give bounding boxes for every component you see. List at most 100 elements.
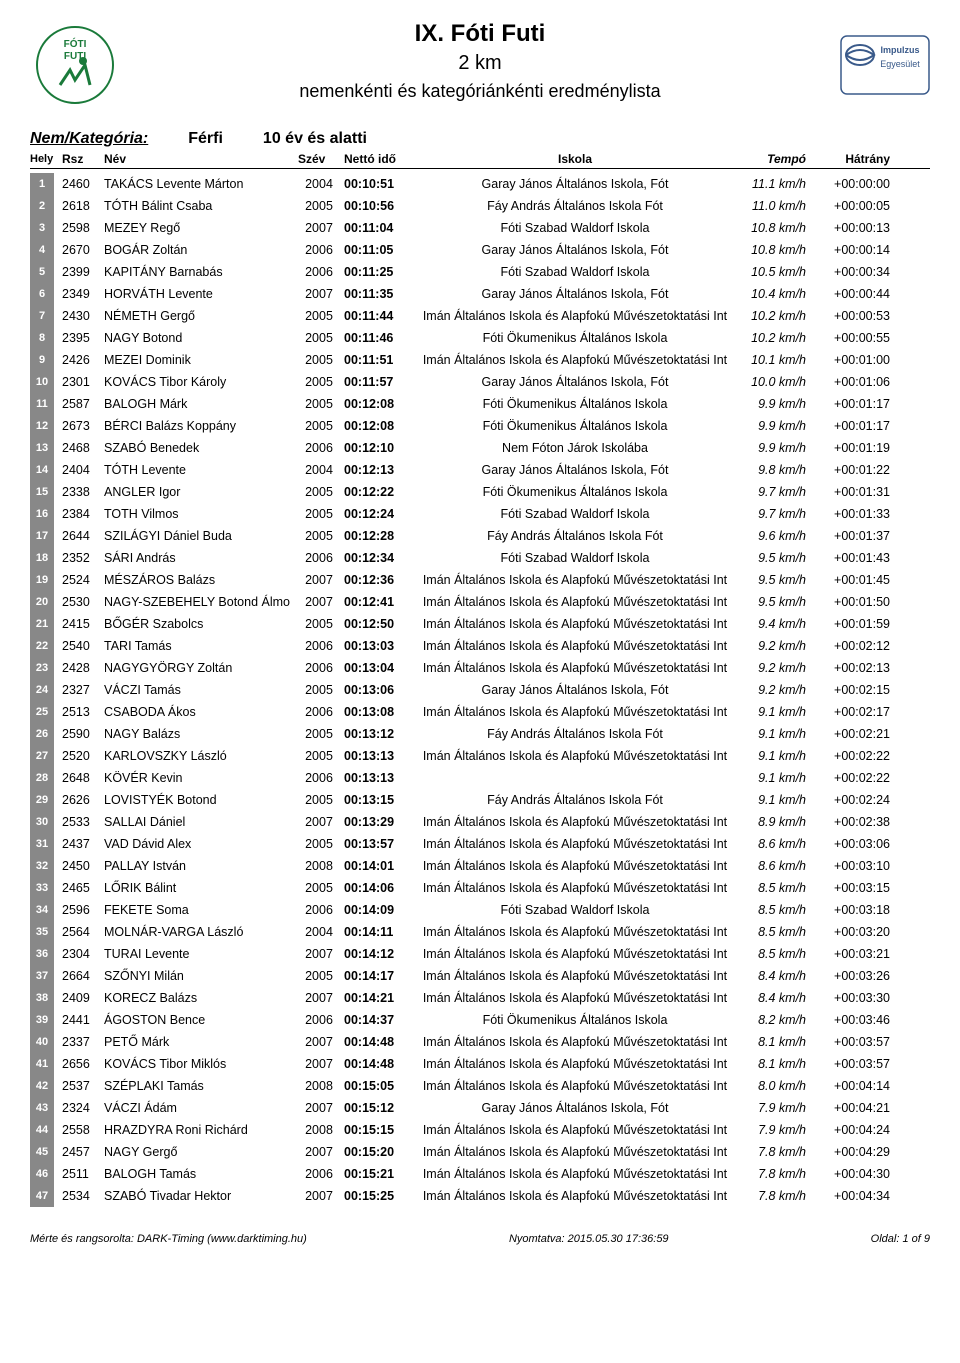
- table-row: 252513CSABODA Ákos200600:13:08Imán Által…: [30, 701, 930, 723]
- cell-school: Imán Általános Iskola és Alapfokú Művész…: [420, 834, 730, 854]
- table-row: 282648KÖVÉR Kevin200600:13:139.1 km/h+00…: [30, 767, 930, 789]
- cell-name: KORECZ Balázs: [104, 988, 294, 1008]
- place-badge: 47: [30, 1185, 54, 1207]
- cell-tempo: 9.7 km/h: [734, 504, 806, 524]
- footer-left: Mérte és rangsorolta: DARK-Timing (www.d…: [30, 1233, 307, 1245]
- table-row: 372664SZŐNYI Milán200500:14:17Imán Által…: [30, 965, 930, 987]
- cell-year: 2006: [298, 548, 340, 568]
- cell-name: SZÉPLAKI Tamás: [104, 1076, 294, 1096]
- table-row: 182352SÁRI András200600:12:34Fóti Szabad…: [30, 547, 930, 569]
- table-row: 42670BOGÁR Zoltán200600:11:05Garay János…: [30, 239, 930, 261]
- cell-school: Fáy András Általános Iskola Fót: [420, 790, 730, 810]
- cell-rsz: 2664: [62, 966, 100, 986]
- cell-time: 00:14:48: [344, 1054, 416, 1074]
- cell-gap: +00:02:24: [810, 790, 890, 810]
- cell-tempo: 10.1 km/h: [734, 350, 806, 370]
- place-badge: 3: [30, 217, 54, 239]
- cell-name: BALOGH Márk: [104, 394, 294, 414]
- cell-name: TOTH Vilmos: [104, 504, 294, 524]
- cell-tempo: 7.8 km/h: [734, 1186, 806, 1206]
- cell-time: 00:12:50: [344, 614, 416, 634]
- category-gender: Férfi: [188, 130, 223, 148]
- cell-school: Fóti Ökumenikus Általános Iskola: [420, 416, 730, 436]
- table-row: 392441ÁGOSTON Bence200600:14:37Fóti Ökum…: [30, 1009, 930, 1031]
- cell-rsz: 2540: [62, 636, 100, 656]
- cell-gap: +00:01:17: [810, 416, 890, 436]
- cell-gap: +00:01:50: [810, 592, 890, 612]
- table-row: 342596FEKETE Soma200600:14:09Fóti Szabad…: [30, 899, 930, 921]
- cell-year: 2005: [298, 482, 340, 502]
- cell-time: 00:15:21: [344, 1164, 416, 1184]
- cell-gap: +00:02:21: [810, 724, 890, 744]
- cell-year: 2006: [298, 900, 340, 920]
- cell-year: 2005: [298, 328, 340, 348]
- cell-gap: +00:03:15: [810, 878, 890, 898]
- cell-tempo: 9.2 km/h: [734, 680, 806, 700]
- cell-name: HORVÁTH Levente: [104, 284, 294, 304]
- cell-school: Imán Általános Iskola és Alapfokú Művész…: [420, 812, 730, 832]
- cell-rsz: 2430: [62, 306, 100, 326]
- cell-school: Garay János Általános Iskola, Fót: [420, 284, 730, 304]
- cell-time: 00:13:08: [344, 702, 416, 722]
- cell-name: KOVÁCS Tibor Károly: [104, 372, 294, 392]
- cell-name: NAGY Balázs: [104, 724, 294, 744]
- place-badge: 34: [30, 899, 54, 921]
- cell-tempo: 7.9 km/h: [734, 1120, 806, 1140]
- cell-time: 00:13:57: [344, 834, 416, 854]
- cell-time: 00:13:04: [344, 658, 416, 678]
- cell-school: Fáy András Általános Iskola Fót: [420, 526, 730, 546]
- cell-name: PETŐ Márk: [104, 1032, 294, 1052]
- place-badge: 31: [30, 833, 54, 855]
- cell-rsz: 2437: [62, 834, 100, 854]
- cell-gap: +00:02:22: [810, 768, 890, 788]
- cell-gap: +00:02:17: [810, 702, 890, 722]
- cell-school: Fóti Ökumenikus Általános Iskola: [420, 328, 730, 348]
- cell-year: 2007: [298, 812, 340, 832]
- table-row: 232428NAGYGYÖRGY Zoltán200600:13:04Imán …: [30, 657, 930, 679]
- cell-name: HRAZDYRA Roni Richárd: [104, 1120, 294, 1140]
- cell-year: 2007: [298, 944, 340, 964]
- table-row: 422537SZÉPLAKI Tamás200800:15:05Imán Ált…: [30, 1075, 930, 1097]
- event-title: IX. Fóti Futi: [120, 20, 840, 48]
- cell-gap: +00:03:06: [810, 834, 890, 854]
- cell-tempo: 9.1 km/h: [734, 768, 806, 788]
- place-badge: 39: [30, 1009, 54, 1031]
- place-badge: 21: [30, 613, 54, 635]
- place-badge: 20: [30, 591, 54, 613]
- cell-school: Imán Általános Iskola és Alapfokú Művész…: [420, 922, 730, 942]
- cell-school: Fóti Szabad Waldorf Iskola: [420, 504, 730, 524]
- cell-rsz: 2404: [62, 460, 100, 480]
- cell-tempo: 9.9 km/h: [734, 394, 806, 414]
- col-tempo: Tempó: [734, 152, 806, 166]
- cell-year: 2006: [298, 658, 340, 678]
- cell-rsz: 2524: [62, 570, 100, 590]
- cell-tempo: 11.0 km/h: [734, 196, 806, 216]
- cell-tempo: 8.5 km/h: [734, 878, 806, 898]
- cell-rsz: 2533: [62, 812, 100, 832]
- cell-name: VAD Dávid Alex: [104, 834, 294, 854]
- cell-gap: +00:01:33: [810, 504, 890, 524]
- cell-school: Garay János Általános Iskola, Fót: [420, 174, 730, 194]
- cell-tempo: 9.4 km/h: [734, 614, 806, 634]
- cell-rsz: 2626: [62, 790, 100, 810]
- cell-gap: +00:02:13: [810, 658, 890, 678]
- cell-name: LOVISTYÉK Botond: [104, 790, 294, 810]
- table-row: 322450PALLAY István200800:14:01Imán Álta…: [30, 855, 930, 877]
- cell-time: 00:11:05: [344, 240, 416, 260]
- cell-school: Imán Általános Iskola és Alapfokú Művész…: [420, 1164, 730, 1184]
- place-badge: 42: [30, 1075, 54, 1097]
- col-rsz: Rsz: [62, 152, 100, 166]
- cell-tempo: 8.1 km/h: [734, 1054, 806, 1074]
- cell-school: Imán Általános Iskola és Alapfokú Művész…: [420, 636, 730, 656]
- place-badge: 27: [30, 745, 54, 767]
- table-row: 472534SZABÓ Tivadar Hektor200700:15:25Im…: [30, 1185, 930, 1207]
- cell-name: FEKETE Soma: [104, 900, 294, 920]
- place-badge: 23: [30, 657, 54, 679]
- cell-year: 2007: [298, 1142, 340, 1162]
- cell-school: Imán Általános Iskola és Alapfokú Művész…: [420, 856, 730, 876]
- table-row: 62349HORVÁTH Levente200700:11:35Garay Já…: [30, 283, 930, 305]
- cell-year: 2004: [298, 174, 340, 194]
- cell-rsz: 2537: [62, 1076, 100, 1096]
- table-row: 202530NAGY-SZEBEHELY Botond Álmo200700:1…: [30, 591, 930, 613]
- cell-tempo: 10.5 km/h: [734, 262, 806, 282]
